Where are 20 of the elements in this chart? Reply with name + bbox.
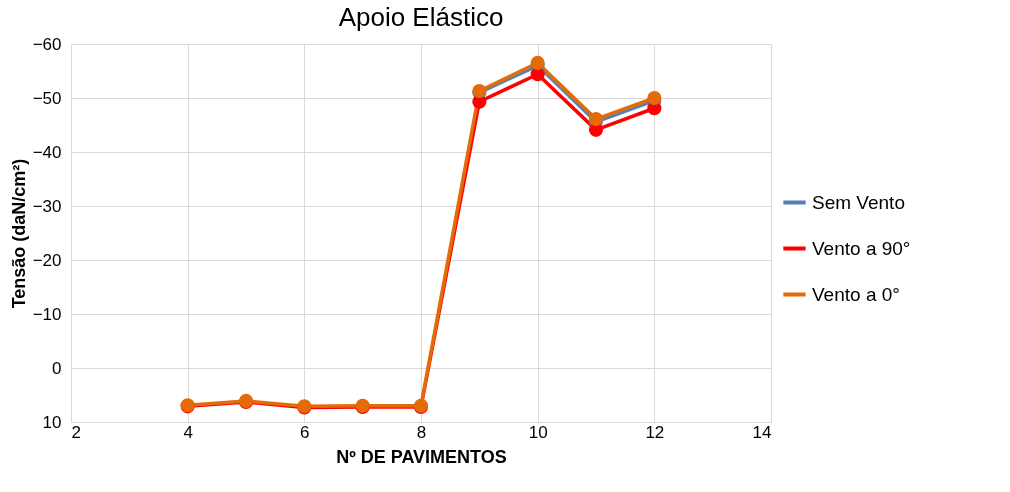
y-tick-label: −30 (32, 196, 62, 216)
y-tick-label: −40 (32, 142, 62, 162)
x-tick-label: 2 (71, 422, 81, 442)
legend-label: Sem Vento (812, 191, 905, 213)
x-tick-label: 6 (300, 422, 310, 442)
y-tick-label: −60 (32, 34, 62, 54)
y-tick-label: −10 (32, 304, 62, 324)
x-tick-label: 8 (416, 422, 427, 442)
y-tick-label: −50 (32, 88, 62, 108)
x-tick-label: 10 (528, 422, 548, 442)
x-tick-label: 14 (752, 422, 772, 442)
x-axis-title: Nº DE PAVIMENTOS (336, 446, 507, 467)
legend-label: Vento a 90° (812, 237, 911, 259)
y-tick-label: 0 (52, 358, 62, 378)
y-axis-title: Tensão (daN/cm²) (8, 158, 29, 309)
y-tick-label: −20 (32, 250, 62, 270)
x-tick-label: 12 (645, 422, 665, 442)
legend-label: Vento a 0° (812, 283, 900, 305)
chart-title: Apoio Elástico (338, 2, 504, 32)
x-tick-label: 4 (183, 422, 193, 442)
